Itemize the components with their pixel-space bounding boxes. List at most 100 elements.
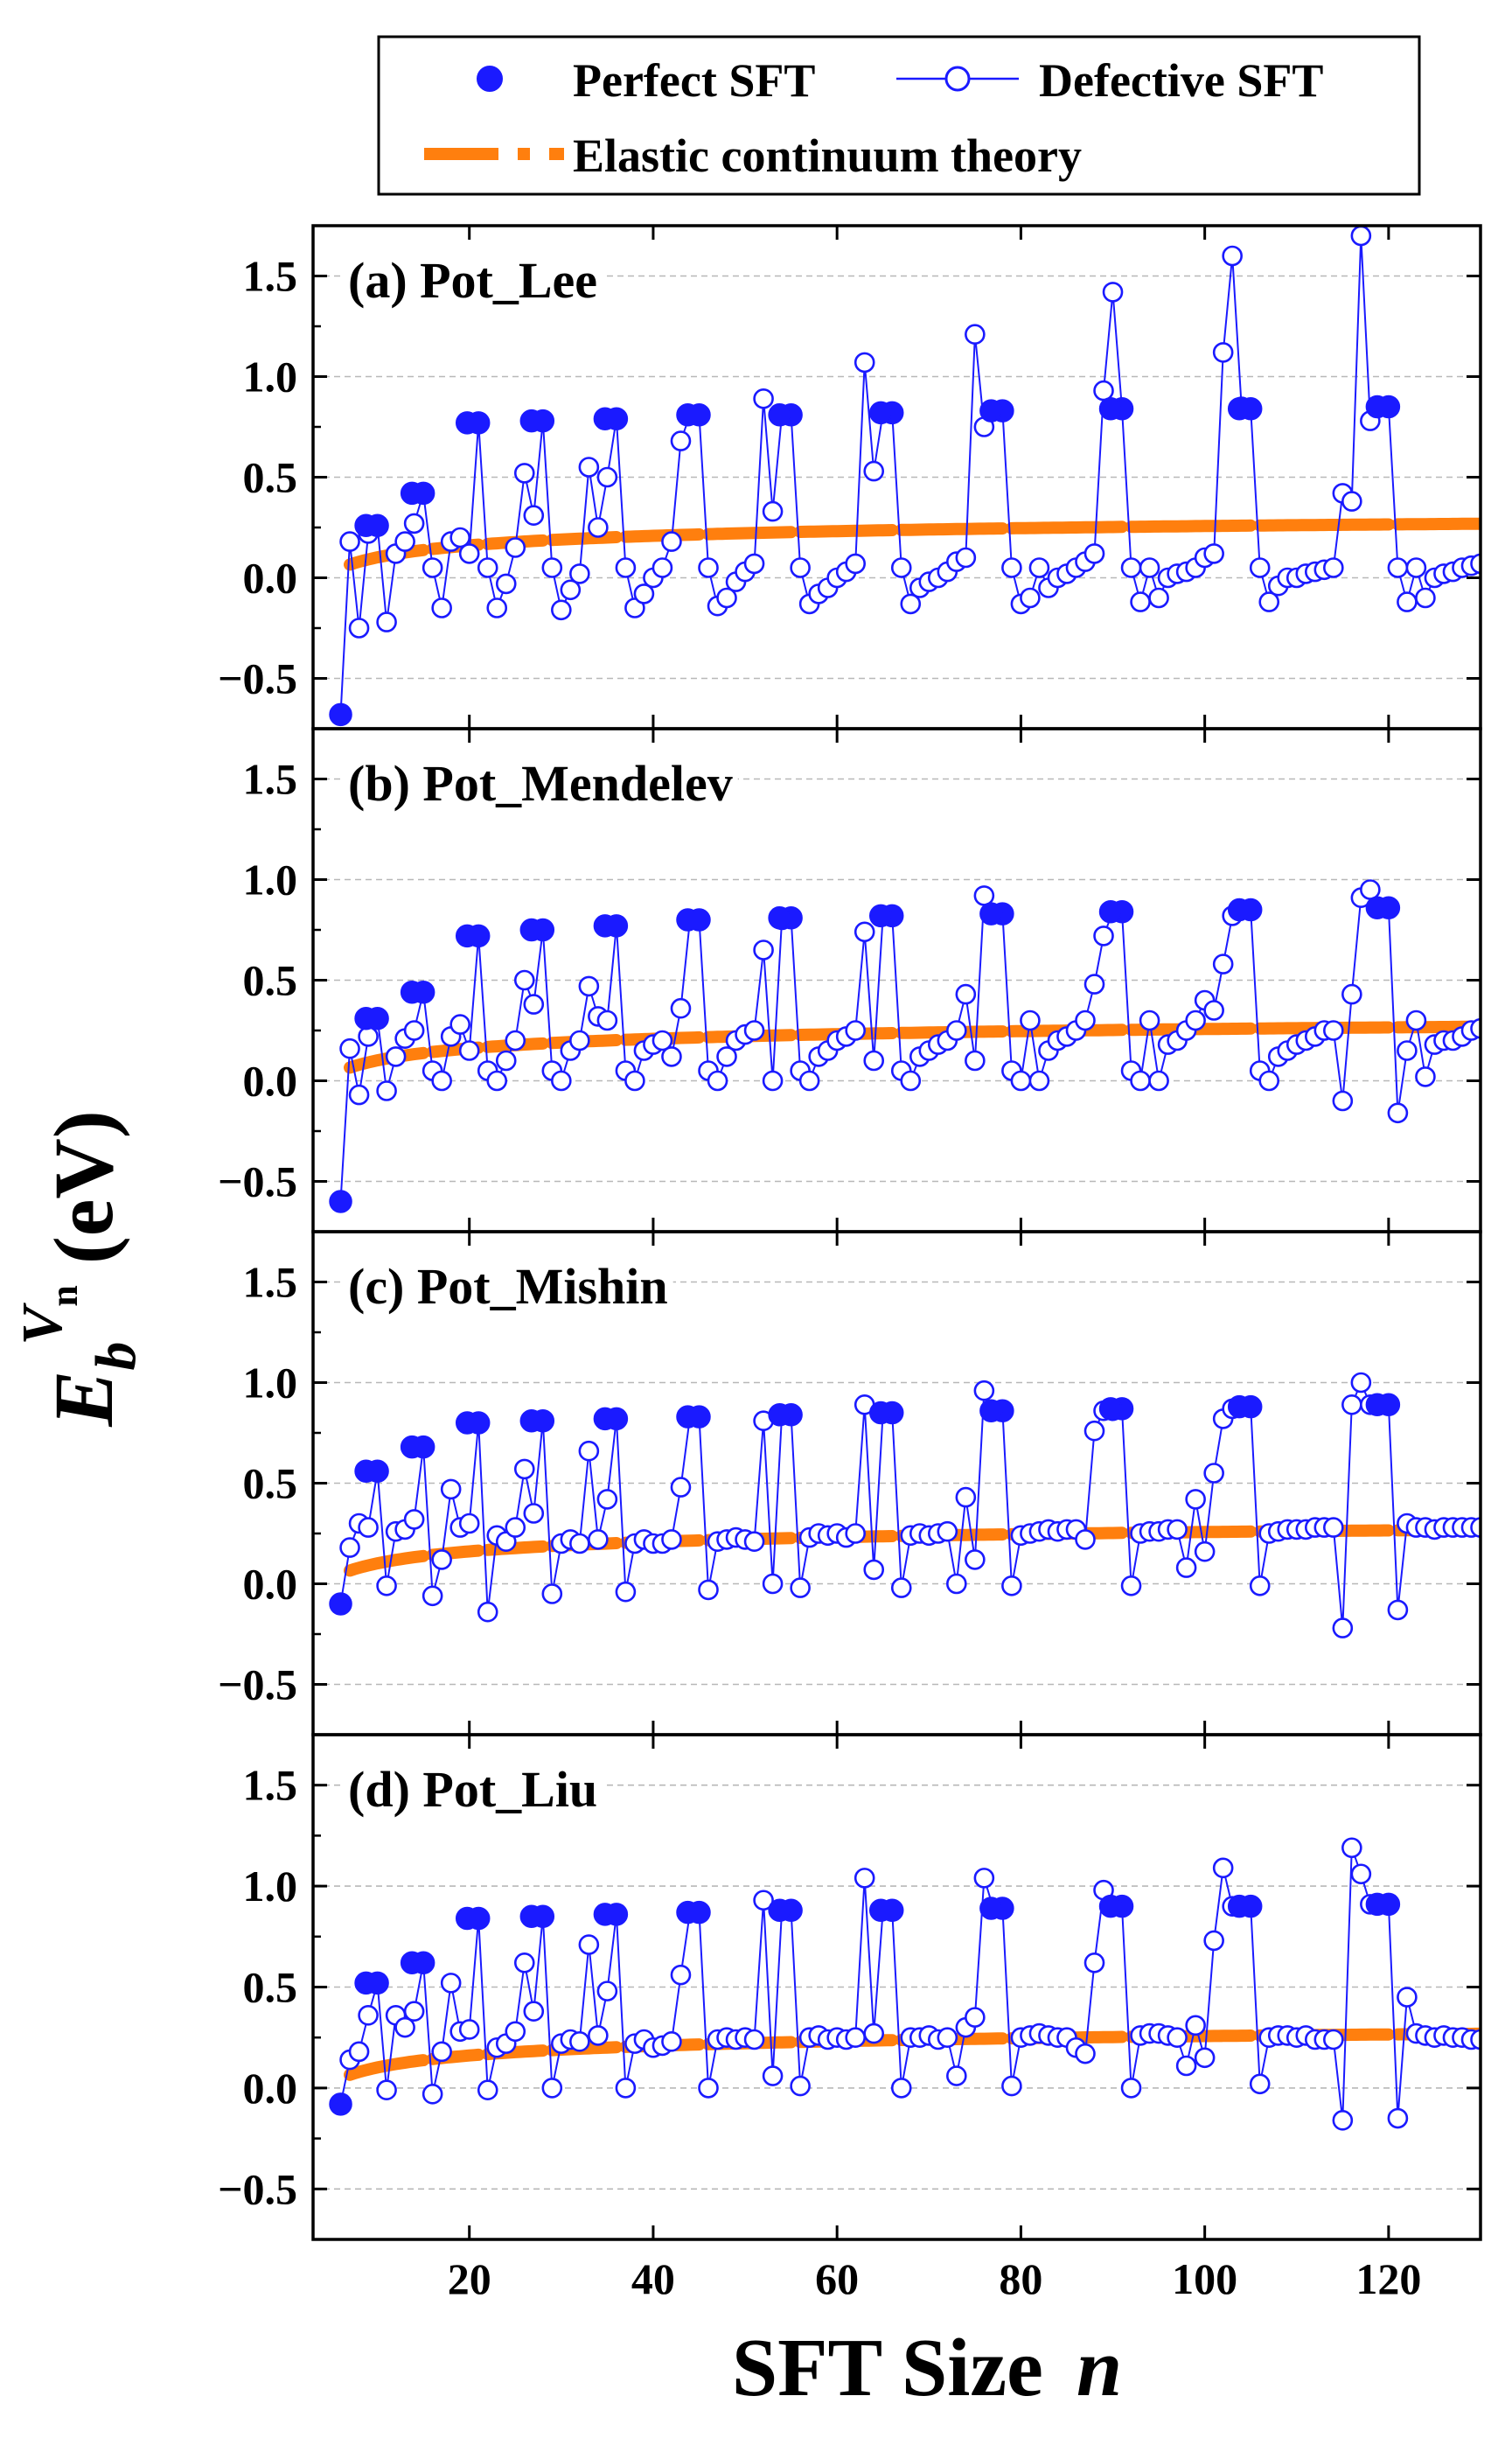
defective-point bbox=[358, 1026, 379, 1047]
defective-point bbox=[486, 1070, 508, 1092]
theory-segment bbox=[344, 1549, 430, 1577]
defective-point bbox=[762, 1070, 784, 1092]
defective-point bbox=[541, 2078, 563, 2099]
defective-point bbox=[863, 2022, 885, 2044]
defective-point bbox=[890, 2078, 912, 2099]
defective-point bbox=[449, 1014, 470, 1035]
defective-point bbox=[578, 457, 600, 478]
defective-point bbox=[588, 2025, 609, 2046]
perfect-point bbox=[676, 1405, 700, 1429]
defective-point bbox=[339, 1037, 360, 1059]
defective-point bbox=[569, 1030, 590, 1051]
defective-point bbox=[753, 388, 774, 409]
perfect-point bbox=[354, 1971, 378, 1995]
defective-point bbox=[440, 1478, 462, 1500]
perfect-point bbox=[1365, 1892, 1390, 1917]
perfect-point bbox=[519, 409, 544, 433]
defective-point bbox=[495, 1050, 517, 1072]
defective-point bbox=[965, 1050, 986, 1072]
x-tick-label: 120 bbox=[1355, 2254, 1421, 2303]
defective-point bbox=[578, 1934, 600, 1955]
perfect-point bbox=[676, 908, 700, 932]
defective-point bbox=[670, 1964, 692, 1986]
defective-point bbox=[458, 1512, 480, 1534]
defective-point bbox=[569, 2031, 590, 2052]
defective-point bbox=[422, 2084, 443, 2105]
defective-point bbox=[513, 1458, 535, 1480]
y-tick-label: −0.5 bbox=[218, 654, 297, 703]
defective-point bbox=[965, 1549, 986, 1570]
panel-title: (d) Pot_Liu bbox=[348, 1761, 597, 1818]
perfect-point bbox=[354, 513, 378, 537]
y-tick-label: 0.0 bbox=[243, 1560, 298, 1609]
legend-box bbox=[377, 35, 1421, 196]
defective-point bbox=[845, 1020, 866, 1041]
defective-point bbox=[1350, 1863, 1372, 1885]
defective-point bbox=[551, 599, 572, 621]
y-tick-label: 0.0 bbox=[243, 554, 298, 603]
defective-point bbox=[588, 517, 609, 538]
defective-point bbox=[1001, 557, 1022, 578]
plot-area bbox=[329, 879, 1481, 1213]
defective-point bbox=[955, 983, 977, 1005]
defective-point bbox=[845, 1523, 866, 1544]
defective-point bbox=[1185, 1009, 1206, 1031]
defective-point bbox=[1001, 2075, 1022, 2097]
defective-point bbox=[1350, 226, 1372, 247]
theory-segment bbox=[546, 531, 623, 547]
defective-point bbox=[458, 2019, 480, 2040]
y-tick-label: 0.5 bbox=[243, 956, 298, 1005]
defective-point bbox=[854, 352, 875, 374]
perfect-point bbox=[979, 902, 1003, 926]
y-tick-label: 1.5 bbox=[243, 1761, 298, 1810]
defective-point bbox=[1194, 2047, 1216, 2069]
defective-point bbox=[1332, 1090, 1354, 1112]
defective-point bbox=[615, 1581, 637, 1603]
theory-segment bbox=[344, 2054, 430, 2081]
defective-point bbox=[937, 1520, 958, 1542]
plot-area bbox=[329, 1372, 1481, 1638]
y-tick-label: 1.5 bbox=[243, 755, 298, 804]
defective-point bbox=[1075, 1009, 1096, 1031]
perfect-point bbox=[868, 1898, 893, 1923]
perfect-point bbox=[1227, 1894, 1251, 1918]
defective-point bbox=[358, 2005, 379, 2026]
panel-2: −0.5 0.0 0.5 1.0 1.5 (b) Pot_Mendelev bbox=[218, 727, 1482, 1233]
defective-point bbox=[661, 1529, 682, 1550]
defective-point bbox=[358, 1517, 379, 1538]
defective-point bbox=[1387, 2107, 1409, 2129]
defective-point bbox=[1075, 1529, 1096, 1550]
y-title-sup-sub: n bbox=[43, 1285, 86, 1306]
defective-point bbox=[1212, 342, 1234, 363]
defective-point bbox=[523, 994, 545, 1015]
theory-segment bbox=[794, 524, 899, 538]
defective-point bbox=[431, 2041, 452, 2063]
defective-point bbox=[1130, 1070, 1151, 1092]
defective-point bbox=[513, 969, 535, 991]
defective-point bbox=[707, 1070, 728, 1092]
defective-point bbox=[1332, 1617, 1354, 1638]
defective-point bbox=[753, 1890, 774, 1911]
defective-point bbox=[1212, 1857, 1234, 1879]
defective-point bbox=[1222, 245, 1243, 267]
legend-perfect-label: Perfect SFT bbox=[573, 54, 815, 107]
defective-point bbox=[1397, 591, 1418, 612]
defective-point bbox=[1185, 2015, 1206, 2036]
defective-point bbox=[890, 557, 912, 578]
defective-point bbox=[790, 557, 811, 578]
perfect-point bbox=[868, 1401, 893, 1425]
defective-point bbox=[596, 1009, 618, 1031]
perfect-point bbox=[593, 914, 617, 938]
defective-point bbox=[1360, 879, 1381, 900]
perfect-point bbox=[400, 981, 424, 1004]
panel-title-bg bbox=[343, 1764, 603, 1814]
defective-point bbox=[1167, 1519, 1188, 1540]
defective-point bbox=[955, 547, 977, 569]
y-tick-label: 0.5 bbox=[243, 1963, 298, 2012]
defective-point bbox=[615, 557, 637, 578]
perfect-point bbox=[1227, 898, 1251, 922]
theory-segment bbox=[1125, 519, 1258, 534]
defective-point bbox=[376, 1575, 397, 1596]
y-tick-label: −0.5 bbox=[218, 2164, 297, 2213]
legend-perfect-marker bbox=[477, 66, 503, 92]
